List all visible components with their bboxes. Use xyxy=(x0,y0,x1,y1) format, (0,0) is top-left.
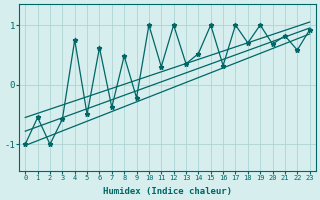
X-axis label: Humidex (Indice chaleur): Humidex (Indice chaleur) xyxy=(103,187,232,196)
